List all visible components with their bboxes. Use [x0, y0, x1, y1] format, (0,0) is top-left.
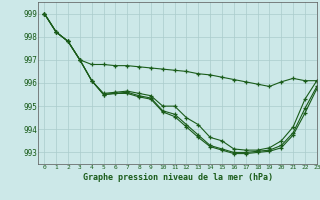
X-axis label: Graphe pression niveau de la mer (hPa): Graphe pression niveau de la mer (hPa) — [83, 173, 273, 182]
